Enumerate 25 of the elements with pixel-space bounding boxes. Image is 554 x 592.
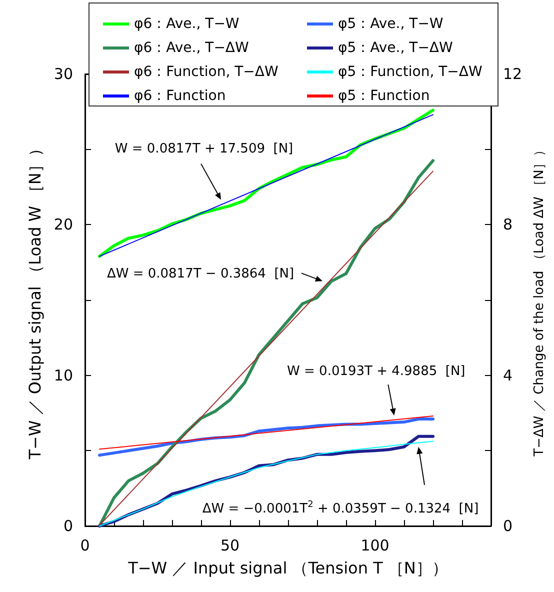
legend-label: φ5：Ave., T−W <box>338 16 444 32</box>
y2-tick-label: 4 <box>503 366 513 384</box>
y-tick-label: 20 <box>54 216 73 234</box>
y-axis-title: T−W ／ Output signal （Load W ［N］） <box>26 140 45 460</box>
x-axis-title: T−W ／ Input signal （Tension T ［N］） <box>127 558 448 578</box>
legend-label: φ6：Ave., T−ΔW <box>134 40 250 56</box>
legend-label: φ6：Function <box>134 88 226 104</box>
legend-label: φ5：Function <box>338 88 430 104</box>
annotation: W = 0.0817T + 17.509 [N] <box>114 141 294 156</box>
y-tick-label: 30 <box>54 65 73 83</box>
y2-tick-label: 0 <box>503 517 513 535</box>
y2-axis-title: T−ΔW ／ Change of the load （Load ΔW ［N］） <box>532 144 547 458</box>
x-tick-label: 0 <box>80 536 90 554</box>
legend-label: φ6：Function, T−ΔW <box>134 64 278 80</box>
annotation: ΔW = 0.0817T − 0.3864 [N] <box>106 266 294 282</box>
legend-label: φ5：Ave., T−ΔW <box>338 40 454 56</box>
y-tick-label: 10 <box>54 366 73 384</box>
legend-label: φ6：Ave., T−W <box>134 16 240 32</box>
y2-tick-label: 8 <box>503 216 513 234</box>
y2-tick-label: 12 <box>503 65 522 83</box>
x-tick-label: 50 <box>220 536 240 554</box>
annotation: W = 0.0193T + 4.9885 [N] <box>287 364 466 380</box>
legend-label: φ5：Function, T−ΔW <box>338 64 482 80</box>
y-tick-label: 0 <box>63 517 73 535</box>
x-tick-label: 100 <box>360 536 390 554</box>
